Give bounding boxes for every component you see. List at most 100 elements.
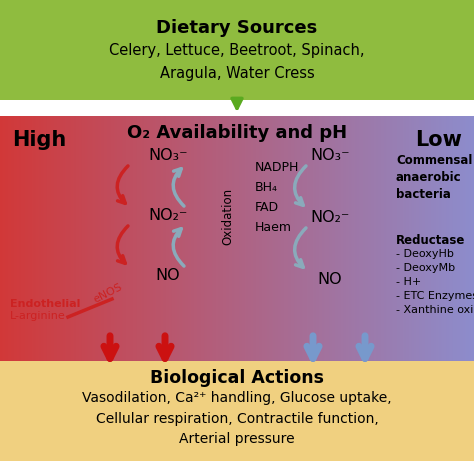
Text: O₂ Availability and pH: O₂ Availability and pH [127,124,347,142]
Bar [52,116,55,361]
Bar [65,116,67,361]
Bar [316,116,319,361]
Bar [240,116,243,361]
Bar [215,116,217,361]
Bar [328,116,331,361]
Bar [257,116,260,361]
Bar [430,116,432,361]
Bar [110,116,113,361]
Bar [269,116,271,361]
Bar [378,116,380,361]
Bar [44,116,46,361]
Bar [106,116,108,361]
Bar [63,116,65,361]
Bar [185,116,187,361]
Bar [5,116,7,361]
Bar [103,116,105,361]
Bar [55,116,58,361]
Bar [390,116,392,361]
Bar [373,116,375,361]
Bar [224,116,227,361]
Bar [458,116,461,361]
Bar [278,116,281,361]
Bar [305,116,307,361]
Bar [39,116,42,361]
Bar [281,116,283,361]
Bar [236,116,238,361]
Bar [57,116,59,361]
Bar [338,116,340,361]
Text: Dietary Sources: Dietary Sources [156,19,318,37]
Bar [259,116,262,361]
Bar [310,116,312,361]
Bar [291,116,293,361]
Bar [321,116,323,361]
Bar [186,116,189,361]
Bar [0,100,474,116]
Bar [167,116,170,361]
Bar [452,116,454,361]
Bar [129,116,132,361]
Bar [182,116,184,361]
Bar [128,116,130,361]
Bar [265,116,268,361]
Bar [131,116,134,361]
Bar [442,116,445,361]
Bar [238,116,241,361]
Bar [401,116,404,361]
Bar [354,116,356,361]
Bar [82,116,84,361]
Text: eNOS: eNOS [92,282,124,305]
Bar [169,116,172,361]
Bar [179,116,181,361]
Bar [261,116,263,361]
Bar [22,116,25,361]
Bar [343,116,345,361]
Bar [77,116,80,361]
Bar [161,116,164,361]
Bar [137,116,140,361]
Bar [60,116,63,361]
Bar [163,116,165,361]
Bar [172,116,174,361]
Bar [96,116,99,361]
Bar [164,116,167,361]
Bar [267,116,269,361]
Bar [109,116,111,361]
Bar [91,116,94,361]
Bar [308,116,310,361]
Bar [202,116,205,361]
Bar [255,116,257,361]
Bar [166,116,168,361]
Bar [463,116,465,361]
Bar [49,116,51,361]
Bar [25,116,27,361]
Bar [123,116,126,361]
Bar [273,116,276,361]
Bar [141,116,143,361]
Bar [8,116,10,361]
Bar [76,116,78,361]
Bar [16,116,18,361]
Bar [30,116,32,361]
Bar [456,116,459,361]
Bar [20,116,23,361]
Bar [364,116,366,361]
Bar [3,116,6,361]
Bar [264,116,266,361]
Text: NO₃⁻: NO₃⁻ [310,148,350,164]
Text: Commensal
anaerobic
bacteria: Commensal anaerobic bacteria [396,154,473,201]
Bar [303,116,306,361]
Bar [152,116,154,361]
Bar [120,116,122,361]
Bar [98,116,100,361]
Bar [400,116,402,361]
Bar [41,116,44,361]
Bar [101,116,103,361]
Bar [297,116,300,361]
Bar [199,116,201,361]
Bar [108,116,110,361]
Bar [416,116,418,361]
Bar [286,116,288,361]
Text: Low: Low [415,130,462,150]
